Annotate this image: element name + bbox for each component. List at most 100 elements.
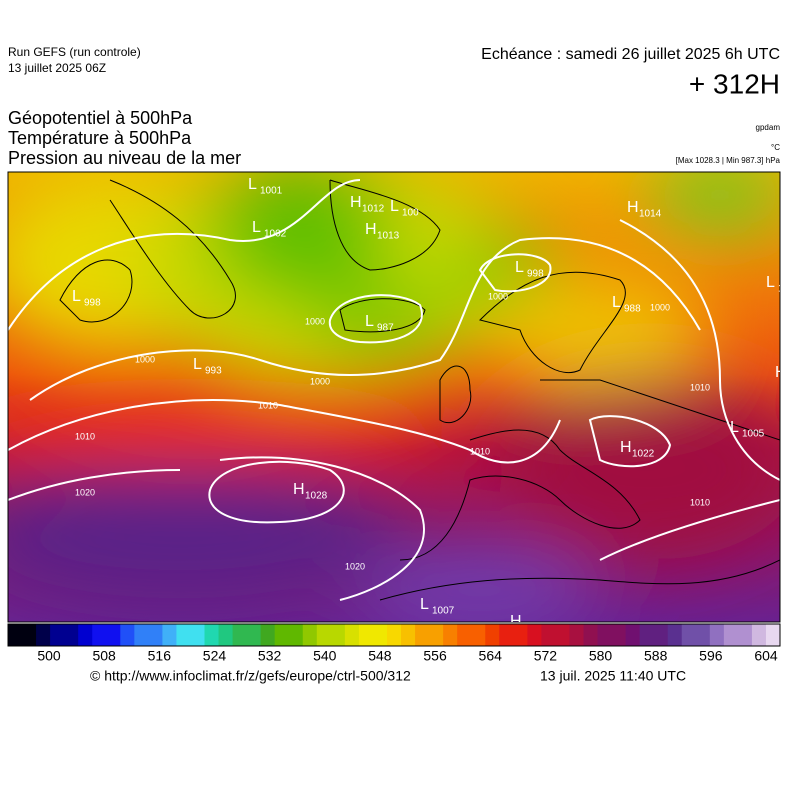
pressure-center-value: 993 <box>205 366 222 377</box>
colorbar-tick-label: 516 <box>148 648 172 664</box>
colorbar-swatch <box>246 624 262 646</box>
colorbar-swatch <box>36 624 51 646</box>
colorbar-swatch <box>120 624 135 646</box>
isobar <box>599 499 780 561</box>
isobar-label: 1000 <box>135 354 155 364</box>
colorbar-swatch <box>288 624 304 646</box>
isobar <box>478 253 552 293</box>
colorbar-swatch <box>723 624 739 646</box>
temperature-field <box>8 172 780 622</box>
colorbar-swatch <box>372 624 388 646</box>
isobar <box>8 179 361 331</box>
isobar-label: 1010 <box>258 400 278 410</box>
field-blob <box>310 280 450 360</box>
coastline <box>540 379 780 441</box>
colorbar-swatch <box>204 624 220 646</box>
colorbar-tick-label: 564 <box>479 648 503 664</box>
pressure-center-value: 988 <box>624 304 641 315</box>
isobar-label: 1000 <box>310 376 330 386</box>
colorbar-tick-label: 540 <box>313 648 337 664</box>
colorbar-swatch <box>429 624 444 646</box>
pressure-center-value: 1022 <box>632 449 655 460</box>
colorbar-swatch <box>134 624 149 646</box>
colorbar-swatch <box>218 624 234 646</box>
pressure-center-value: 1013 <box>377 231 400 242</box>
colorbar-swatch <box>302 624 318 646</box>
pressure-center-kind: H <box>293 481 305 498</box>
colorbar-tick-label: 508 <box>92 648 116 664</box>
colorbar-swatch <box>8 624 23 646</box>
isobar-label: 1000 <box>488 291 508 301</box>
field-title: Température à 500hPa <box>8 128 192 148</box>
colorbar-tick-label: 500 <box>37 648 61 664</box>
colorbar-swatch <box>92 624 107 646</box>
source-url: © http://www.infoclimat.fr/z/gefs/europe… <box>90 668 411 684</box>
pressure-center-value: 1014 <box>639 209 662 220</box>
colorbar-swatch <box>681 624 697 646</box>
pressure-center-value: 998 <box>84 298 101 309</box>
isobar-label: 1020 <box>345 561 365 571</box>
colorbar-tick-label: 588 <box>644 648 668 664</box>
colorbar-swatch <box>260 624 276 646</box>
pressure-center-kind: H <box>365 221 377 238</box>
pressure-center-kind: L <box>365 313 374 330</box>
isobar <box>8 456 425 601</box>
pressure-center-kind: H <box>775 364 787 381</box>
colorbar-swatch <box>765 624 781 646</box>
colorbar-frame <box>7 623 781 647</box>
colorbar-tick-label: 596 <box>699 648 723 664</box>
colorbar-swatch <box>527 624 542 646</box>
colorbar-swatch <box>64 624 79 646</box>
isobar <box>208 460 345 524</box>
colorbar-swatch <box>358 624 374 646</box>
colorbar-swatch <box>597 624 613 646</box>
valid-time: Echéance : samedi 26 juillet 2025 6h UTC <box>481 46 780 63</box>
timestamp: 13 juil. 2025 11:40 UTC <box>540 668 686 684</box>
colorbar-swatch <box>22 624 37 646</box>
pressure-center-kind: L <box>612 294 621 311</box>
colorbar-tick-label: 556 <box>423 648 447 664</box>
field-blob <box>490 270 710 390</box>
field-title: Géopotentiel à 500hPa <box>8 108 193 128</box>
colorbar-swatch <box>737 624 753 646</box>
isobar <box>328 294 423 344</box>
pressure-center-value: 1007 <box>432 606 455 617</box>
coastline <box>109 179 236 319</box>
lead-time: + 312H <box>689 68 780 99</box>
colorbar-swatch <box>148 624 163 646</box>
colorbar-swatch <box>653 624 669 646</box>
isobar-label: 1010 <box>690 382 710 392</box>
pressure-center-kind: L <box>390 198 399 215</box>
colorbar-tick-label: 532 <box>258 648 282 664</box>
pressure-center-value: 100 <box>402 208 419 219</box>
pressure-center-kind: L <box>766 274 775 291</box>
pressure-center-value: 10 <box>778 284 788 295</box>
map-frame <box>7 171 781 623</box>
colorbar-swatch <box>485 624 500 646</box>
colorbar-swatch <box>499 624 514 646</box>
colorbar-tick-label: 548 <box>368 648 392 664</box>
pressure-center-value: 1012 <box>362 204 385 215</box>
coastlines <box>59 179 780 601</box>
colorbar-swatch <box>316 624 332 646</box>
colorbar-swatch <box>695 624 711 646</box>
isobar-label: 1000 <box>650 302 670 312</box>
isobar-label: 1010 <box>470 446 490 456</box>
colorbar-swatch <box>639 624 655 646</box>
colorbar-swatch <box>50 624 65 646</box>
pressure-center-value: 1001 <box>260 186 283 197</box>
colorbar-swatch <box>232 624 248 646</box>
isobar <box>619 219 780 481</box>
colorbar-swatch <box>667 624 683 646</box>
colorbar-tick-label: 604 <box>754 648 778 664</box>
field-blob <box>210 172 390 300</box>
colorbar-swatch <box>457 624 472 646</box>
colorbar-tick-label: 580 <box>589 648 613 664</box>
isobar <box>29 237 701 401</box>
pressure-center-value: 1005 <box>742 429 765 440</box>
colorbar-swatch <box>344 624 360 646</box>
unit-label: °C <box>771 143 780 152</box>
isobar <box>8 399 561 464</box>
